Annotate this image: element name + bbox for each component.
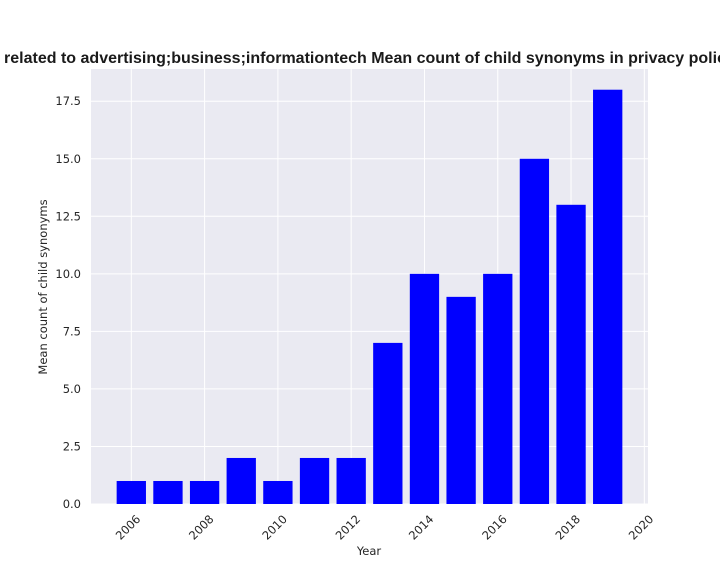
bar-2009	[226, 457, 256, 504]
bar-2016	[483, 273, 513, 504]
y-tick-label: 5.0	[63, 382, 81, 396]
x-tick-label: 2012	[333, 512, 364, 543]
bar-2011	[299, 457, 330, 504]
y-tick-label: 7.5	[63, 324, 81, 338]
x-axis-ticks: 2006 2008 2010 2012 2014 2016 2018 2020	[113, 512, 657, 543]
plot-area	[91, 69, 648, 504]
bars	[116, 89, 623, 505]
x-tick-label: 2016	[479, 512, 510, 543]
y-axis-label: Mean count of child synonyms	[36, 199, 50, 374]
bar-2012	[336, 457, 366, 504]
x-tick-label: 2014	[406, 512, 437, 543]
y-tick-label: 2.5	[63, 439, 81, 453]
x-tick-label: 2018	[552, 512, 583, 543]
bar-2018	[556, 204, 586, 505]
y-tick-label: 17.5	[55, 94, 81, 108]
y-tick-label: 10.0	[55, 267, 81, 281]
bar-2017	[519, 158, 550, 504]
bar-2019	[593, 89, 623, 504]
bar-2013	[373, 342, 403, 504]
y-tick-label: 15.0	[55, 152, 81, 166]
x-tick-label: 2008	[186, 512, 217, 543]
x-tick-label: 2010	[259, 512, 290, 543]
bar-2006	[116, 480, 146, 504]
y-tick-label: 12.5	[55, 209, 81, 223]
x-tick-label: 2006	[113, 512, 144, 543]
bar-2015	[446, 296, 476, 504]
bar-2014	[409, 273, 440, 504]
bar-2008	[189, 480, 220, 504]
grid-lines	[91, 69, 648, 505]
bar-2010	[263, 480, 293, 504]
y-axis-ticks: 0.0 2.5 5.0 7.5 10.0 12.5 15.0 17.5	[55, 94, 81, 511]
x-tick-label: 2020	[626, 512, 657, 543]
chart-title: Mean count of child synonyms in privacy …	[0, 50, 720, 67]
y-tick-label: 0.0	[63, 497, 81, 511]
x-axis-label: Year	[356, 544, 382, 558]
bar-2007	[153, 480, 183, 504]
